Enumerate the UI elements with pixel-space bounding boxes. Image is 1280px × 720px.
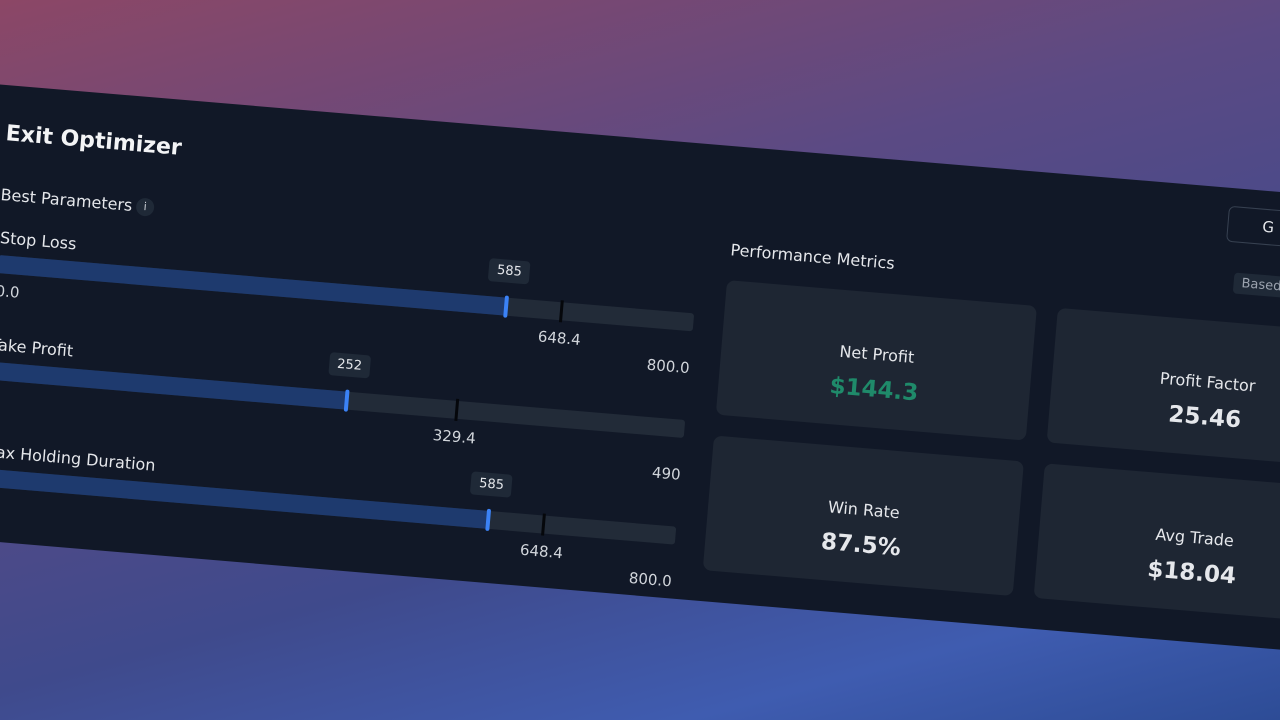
max-label: 490 xyxy=(651,463,682,484)
slider-label: Stop Loss xyxy=(0,228,78,254)
exit-optimizer-panel: Exit Optimizer Best Parameters i Perform… xyxy=(0,82,1280,659)
info-badge: Based xyxy=(1232,272,1280,299)
marker-label: 329.4 xyxy=(432,425,477,448)
value-bubble: 585 xyxy=(470,471,513,498)
min-label: 0.0 xyxy=(0,281,21,302)
slider-fill xyxy=(0,361,348,410)
marker-label: 648.4 xyxy=(519,540,564,563)
slider-fill xyxy=(0,468,490,529)
panel-title: Exit Optimizer xyxy=(4,121,183,161)
marker-label: 648.4 xyxy=(537,327,582,349)
metrics-title: Performance Metrics xyxy=(729,240,896,273)
slider-fill xyxy=(0,255,508,316)
slider-label: Max Holding Duration xyxy=(0,441,157,475)
max-label: 800.0 xyxy=(628,568,673,591)
info-icon[interactable]: i xyxy=(135,197,155,217)
value-bubble: 585 xyxy=(488,258,531,285)
max-label: 800.0 xyxy=(646,355,691,378)
slider-label: Take Profit xyxy=(0,334,74,361)
section-title: Best Parameters xyxy=(0,184,134,215)
value-bubble: 252 xyxy=(328,352,371,379)
language-button[interactable]: G xyxy=(1226,205,1280,247)
